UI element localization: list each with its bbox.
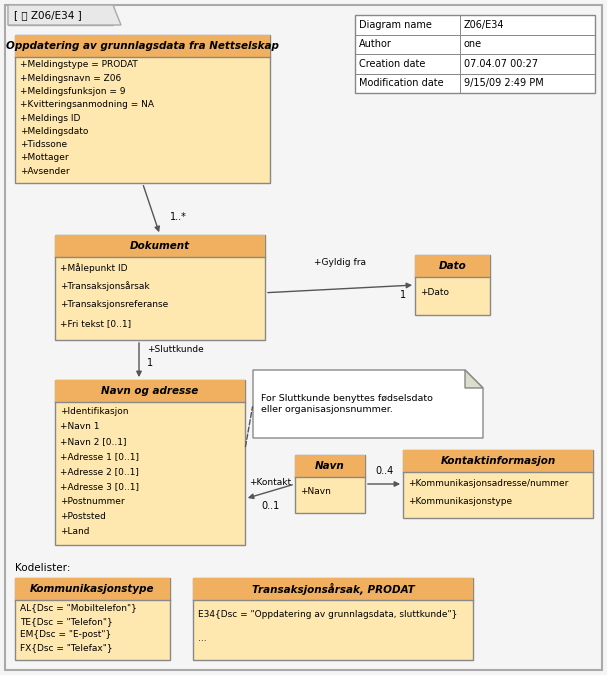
Text: +Kommunikasjonstype: +Kommunikasjonstype — [408, 497, 512, 506]
Text: [ 圖 Z06/E34 ]: [ 圖 Z06/E34 ] — [14, 10, 82, 20]
Polygon shape — [465, 370, 483, 388]
Text: +Meldings ID: +Meldings ID — [20, 113, 80, 122]
Text: Kontaktinformasjon: Kontaktinformasjon — [440, 456, 555, 466]
Text: 07.04.07 00:27: 07.04.07 00:27 — [464, 59, 538, 69]
Text: FX{Dsc = "Telefax"}: FX{Dsc = "Telefax"} — [20, 643, 113, 653]
Bar — [15, 578, 170, 660]
Text: +Meldingsfunksjon = 9: +Meldingsfunksjon = 9 — [20, 87, 126, 96]
Text: +Kvitteringsanmodning = NA: +Kvitteringsanmodning = NA — [20, 101, 154, 109]
Text: 0..4: 0..4 — [375, 466, 393, 476]
Bar — [15, 578, 170, 600]
Text: +Navn: +Navn — [300, 487, 331, 496]
Text: +Meldingsdato: +Meldingsdato — [20, 127, 89, 136]
Text: one: one — [464, 39, 482, 49]
Text: Creation date: Creation date — [359, 59, 426, 69]
Text: Modification date: Modification date — [359, 78, 444, 88]
Bar — [55, 235, 265, 340]
Text: Transaksjonsårsak, PRODAT: Transaksjonsårsak, PRODAT — [252, 583, 415, 595]
Bar — [55, 235, 265, 257]
Polygon shape — [253, 370, 483, 438]
Text: For Sluttkunde benyttes fødselsdato
eller organisasjonsnummer.: For Sluttkunde benyttes fødselsdato elle… — [261, 394, 433, 414]
Text: 1: 1 — [147, 358, 153, 368]
Text: +Målepunkt ID: +Målepunkt ID — [60, 263, 127, 273]
Text: Dokument: Dokument — [130, 241, 190, 251]
Text: +Dato: +Dato — [420, 288, 449, 297]
Text: +Adresse 2 [0..1]: +Adresse 2 [0..1] — [60, 466, 139, 476]
Text: +Fri tekst [0..1]: +Fri tekst [0..1] — [60, 319, 131, 328]
Text: 1: 1 — [400, 290, 406, 300]
Text: +Identifikasjon: +Identifikasjon — [60, 406, 129, 416]
Bar — [403, 450, 593, 518]
Bar — [8, 5, 113, 25]
Bar — [403, 450, 593, 472]
Text: Dato: Dato — [439, 261, 466, 271]
Text: +Adresse 3 [0..1]: +Adresse 3 [0..1] — [60, 482, 139, 491]
Text: +Gyldig fra: +Gyldig fra — [314, 258, 366, 267]
Bar — [15, 35, 270, 57]
Bar — [415, 255, 490, 315]
Bar — [193, 578, 473, 660]
Text: AL{Dsc = "Mobiltelefon"}: AL{Dsc = "Mobiltelefon"} — [20, 603, 137, 612]
Text: EM{Dsc = "E-post"}: EM{Dsc = "E-post"} — [20, 630, 111, 639]
Text: +Land: +Land — [60, 527, 89, 536]
Bar — [193, 578, 473, 600]
Text: +Meldingstype = PRODAT: +Meldingstype = PRODAT — [20, 61, 138, 70]
Text: E34{Dsc = "Oppdatering av grunnlagsdata, sluttkunde"}: E34{Dsc = "Oppdatering av grunnlagsdata,… — [198, 610, 458, 619]
Text: +Kommunikasjonsadresse/nummer: +Kommunikasjonsadresse/nummer — [408, 479, 568, 487]
Text: +Postnummer: +Postnummer — [60, 497, 124, 506]
Bar — [295, 455, 365, 513]
Text: TE{Dsc = "Telefon"}: TE{Dsc = "Telefon"} — [20, 617, 113, 626]
Bar — [55, 380, 245, 545]
Text: +Mottager: +Mottager — [20, 153, 69, 162]
Text: ...: ... — [198, 634, 206, 643]
Text: +Navn 2 [0..1]: +Navn 2 [0..1] — [60, 437, 126, 446]
Text: +Avsender: +Avsender — [20, 167, 70, 176]
Text: Z06/E34: Z06/E34 — [464, 20, 504, 30]
Text: +Sluttkunde: +Sluttkunde — [147, 345, 204, 354]
Text: Kommunikasjonstype: Kommunikasjonstype — [30, 584, 155, 594]
Bar — [55, 380, 245, 402]
Text: 0..1: 0..1 — [261, 501, 279, 511]
Text: Diagram name: Diagram name — [359, 20, 432, 30]
Text: +Transaksjonsårsak: +Transaksjonsårsak — [60, 281, 149, 292]
Bar — [355, 15, 595, 93]
Text: +Navn 1: +Navn 1 — [60, 422, 100, 431]
Text: +Kontakt: +Kontakt — [249, 478, 291, 487]
Text: Oppdatering av grunnlagsdata fra Nettselskap: Oppdatering av grunnlagsdata fra Nettsel… — [6, 41, 279, 51]
Bar — [415, 255, 490, 277]
Text: +Transaksjonsreferanse: +Transaksjonsreferanse — [60, 300, 168, 309]
Bar — [295, 455, 365, 477]
Text: +Tidssone: +Tidssone — [20, 140, 67, 149]
Polygon shape — [8, 5, 121, 25]
Bar — [15, 35, 270, 183]
Text: Navn og adresse: Navn og adresse — [101, 386, 198, 396]
Text: +Poststed: +Poststed — [60, 512, 106, 521]
Text: 9/15/09 2:49 PM: 9/15/09 2:49 PM — [464, 78, 544, 88]
Text: Navn: Navn — [315, 461, 345, 471]
Text: +Meldingsnavn = Z06: +Meldingsnavn = Z06 — [20, 74, 121, 83]
Text: +Adresse 1 [0..1]: +Adresse 1 [0..1] — [60, 452, 139, 461]
Text: Kodelister:: Kodelister: — [15, 563, 70, 573]
Text: Author: Author — [359, 39, 392, 49]
Text: 1..*: 1..* — [170, 212, 187, 222]
